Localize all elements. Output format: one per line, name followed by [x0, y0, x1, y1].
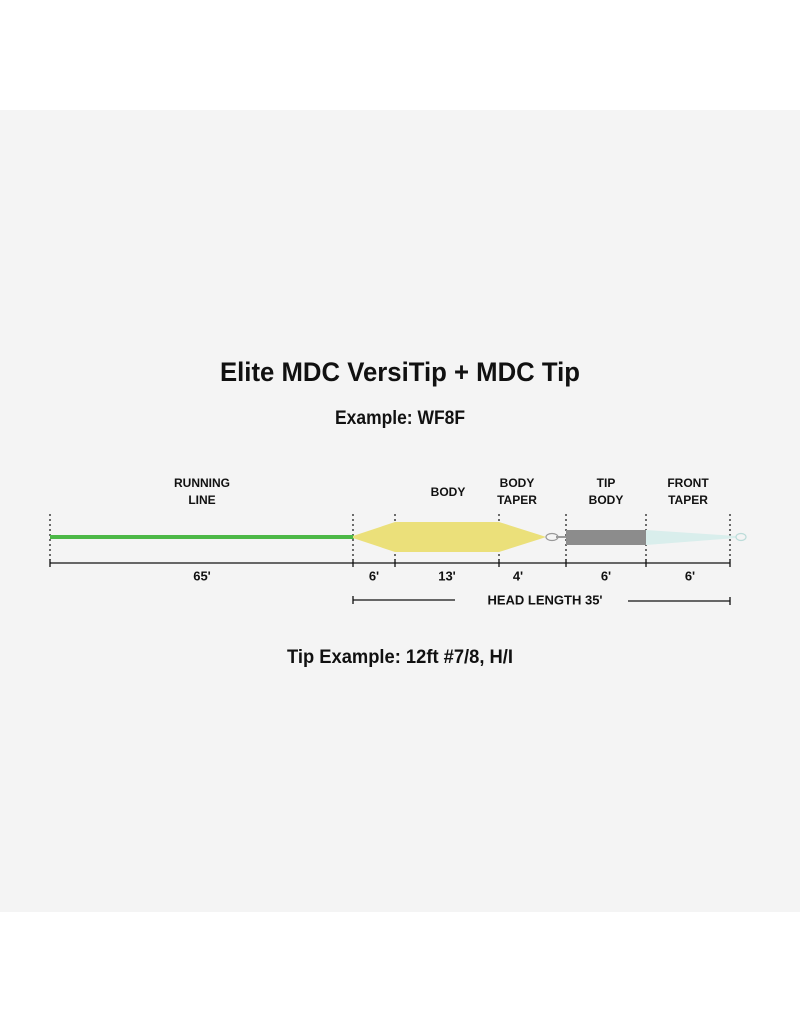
section-label: FRONT: [667, 476, 709, 490]
section-label: TAPER: [497, 493, 537, 507]
front-taper: [646, 530, 736, 545]
head-length: HEAD LENGTH 35': [487, 592, 602, 607]
section-label: BODY: [431, 485, 466, 499]
length-label: 6': [369, 568, 379, 583]
length-label: 13': [438, 568, 456, 583]
length-axis: [49, 559, 731, 567]
section-label: TAPER: [668, 493, 708, 507]
length-label: 65': [193, 568, 211, 583]
section-label: BODY: [589, 493, 624, 507]
subtitle: Example: WF8F: [335, 408, 465, 429]
body: [353, 522, 546, 552]
tip-loop: [735, 532, 747, 542]
title: Elite MDC VersiTip + MDC Tip: [220, 357, 580, 387]
panel: [0, 110, 800, 912]
section-label: TIP: [597, 476, 616, 490]
tip-body: [566, 530, 646, 545]
section-label: BODY: [500, 476, 535, 490]
head-length-bracket: [352, 596, 731, 605]
section-label: RUNNING: [174, 476, 230, 490]
tip-example: Tip Example: 12ft #7/8, H/I: [287, 647, 513, 668]
length-label: 6': [685, 568, 695, 583]
length-label: 6': [601, 568, 611, 583]
section-label: LINE: [188, 493, 215, 507]
length-label: 4': [513, 568, 523, 583]
